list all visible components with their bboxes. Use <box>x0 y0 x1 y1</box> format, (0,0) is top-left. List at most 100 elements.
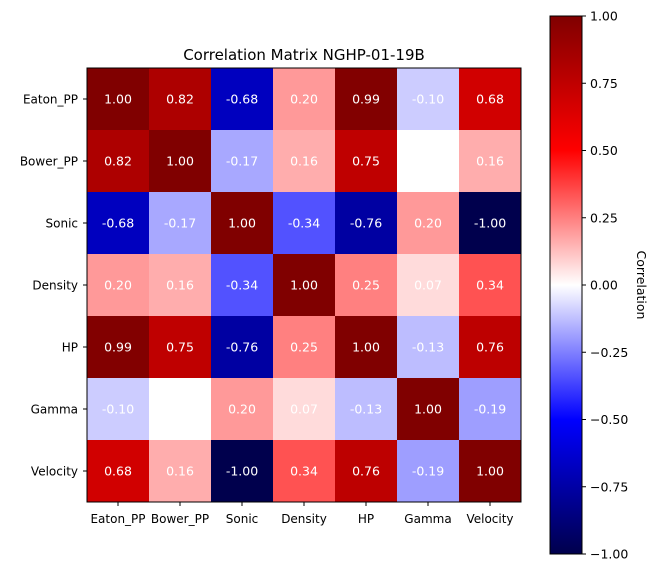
colorbar-tick-label: 0.75 <box>590 76 618 91</box>
cell-value-label: 0.75 <box>166 340 194 355</box>
colorbar-tick-label: −0.25 <box>590 345 628 360</box>
heatmap-cell <box>149 440 212 503</box>
colorbar-ticks: 1.00 0.75 0.50 0.25 0.00 −0.25 −0.50 −0.75 −1.00 <box>582 9 628 562</box>
x-tick-label: HP <box>358 512 374 526</box>
cell-value-label: -1.00 <box>474 216 506 231</box>
cell-value-label: -0.10 <box>412 92 444 107</box>
heatmap-cell <box>397 130 460 193</box>
cell-value-label: 0.82 <box>104 154 132 169</box>
heatmap-cell <box>211 440 274 503</box>
x-tick-label: Eaton_PP <box>90 512 145 526</box>
heatmap-cell <box>459 378 522 441</box>
colorbar-label: Correlation <box>634 251 649 320</box>
cell-value-label: 0.20 <box>290 92 318 107</box>
x-tick-label: Bower_PP <box>151 512 209 526</box>
heatmap-cell <box>149 192 212 255</box>
x-tick-label: Density <box>281 512 327 526</box>
heatmap-cell <box>273 192 336 255</box>
cell-value-label: 0.75 <box>352 154 380 169</box>
heatmap-cell <box>149 130 212 193</box>
cell-value-label: 1.00 <box>228 216 256 231</box>
cell-value-label: 0.16 <box>166 278 194 293</box>
x-axis-ticks: Eaton_PP Bower_PP Sonic Density HP Gamma Veloc… <box>90 502 514 526</box>
cell-value-label: 1.00 <box>414 402 442 417</box>
cell-value-label: 1.00 <box>166 154 194 169</box>
cell-value-label: 0.16 <box>166 464 194 479</box>
cell-value-label: -0.76 <box>350 216 382 231</box>
cell-value-label: -0.13 <box>350 402 382 417</box>
cell-value-label: -0.76 <box>226 340 258 355</box>
heatmap-cell <box>149 68 212 131</box>
cell-value-label: 0.07 <box>290 402 318 417</box>
cell-value-label: 0.76 <box>352 464 380 479</box>
heatmap-cell <box>335 440 398 503</box>
cell-value-label: -0.34 <box>288 216 320 231</box>
cell-value-label: 0.68 <box>476 92 504 107</box>
heatmap-cell <box>273 440 336 503</box>
heatmap-cell <box>335 130 398 193</box>
cell-value-label: -0.13 <box>412 340 444 355</box>
x-tick-label: Gamma <box>404 512 451 526</box>
cell-value-label: 0.68 <box>104 464 132 479</box>
cell-value-label: -0.19 <box>412 464 444 479</box>
cell-value-label: 1.00 <box>290 278 318 293</box>
cell-value-label: -0.68 <box>102 216 134 231</box>
cell-value-label: 1.00 <box>476 464 504 479</box>
heatmap-cells: 1.00 0.82 -0.68 0.20 0.99 -0.10 0.68 0.82 1.00 -0… <box>87 68 522 503</box>
heatmap-cell <box>273 378 336 441</box>
colorbar-tick-label: 1.00 <box>590 9 618 24</box>
x-tick-label: Velocity <box>466 512 513 526</box>
heatmap-cell <box>459 254 522 317</box>
cell-value-label: 0.34 <box>476 278 504 293</box>
heatmap-cell <box>397 440 460 503</box>
heatmap-cell <box>211 254 274 317</box>
heatmap-cell <box>87 316 150 379</box>
heatmap-cell <box>397 254 460 317</box>
heatmap-cell <box>149 254 212 317</box>
cell-value-label: -0.68 <box>226 92 258 107</box>
heatmap-cell <box>211 68 274 131</box>
cell-value-label: -1.00 <box>226 464 258 479</box>
heatmap-cell <box>211 316 274 379</box>
colorbar-tick-label: −0.75 <box>590 479 628 494</box>
cell-value-label: 0.16 <box>476 154 504 169</box>
heatmap-cell <box>335 316 398 379</box>
cell-value-label: 0.76 <box>476 340 504 355</box>
heatmap-cell <box>459 440 522 503</box>
heatmap-cell <box>149 378 212 441</box>
heatmap-cell <box>397 192 460 255</box>
cell-value-label: -0.19 <box>474 402 506 417</box>
cell-value-label: 0.16 <box>290 154 318 169</box>
cell-value-label: 0.99 <box>352 92 380 107</box>
colorbar <box>549 15 583 555</box>
x-tick-label: Sonic <box>226 512 259 526</box>
y-tick-label: Gamma <box>31 403 78 417</box>
colorbar-tick-label: 0.00 <box>590 278 618 293</box>
heatmap-cell <box>273 254 336 317</box>
heatmap-cell <box>273 130 336 193</box>
cell-value-label: 0.99 <box>104 340 132 355</box>
cell-value-label: 0.82 <box>166 92 194 107</box>
heatmap-cell <box>87 68 150 131</box>
heatmap-cell <box>459 68 522 131</box>
y-tick-label: Bower_PP <box>20 155 78 169</box>
heatmap-cell <box>273 316 336 379</box>
cell-value-label: 0.20 <box>228 402 256 417</box>
heatmap-cell <box>335 68 398 131</box>
colorbar-tick-label: −1.00 <box>590 547 628 562</box>
heatmap-cell <box>335 192 398 255</box>
heatmap-cell <box>397 316 460 379</box>
y-tick-label: HP <box>62 341 78 355</box>
heatmap-cell <box>211 192 274 255</box>
cell-value-label: 0.20 <box>104 278 132 293</box>
heatmap-cell <box>459 192 522 255</box>
heatmap-cell <box>397 378 460 441</box>
heatmap-cell <box>149 316 212 379</box>
heatmap-cell <box>87 378 150 441</box>
cell-value-label: 0.34 <box>290 464 318 479</box>
y-tick-label: Density <box>32 279 78 293</box>
heatmap-cell <box>87 254 150 317</box>
heatmap-cell <box>87 440 150 503</box>
heatmap-cell <box>397 68 460 131</box>
colorbar-tick-label: 0.50 <box>590 143 618 158</box>
